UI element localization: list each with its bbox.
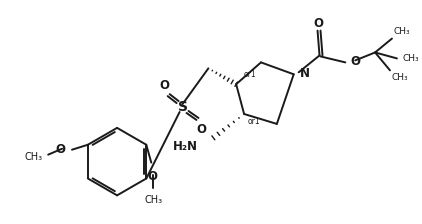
Text: O: O [350,55,360,68]
Text: O: O [314,17,324,30]
Text: or1: or1 [244,70,257,79]
Text: O: O [147,170,157,183]
Text: O: O [196,123,206,136]
Text: CH₃: CH₃ [144,195,162,205]
Text: CH₃: CH₃ [403,54,419,63]
Text: O: O [55,143,65,156]
Text: S: S [178,100,188,114]
Text: CH₃: CH₃ [24,152,42,162]
Text: or1: or1 [248,117,261,126]
Text: O: O [160,79,170,92]
Text: H₂N: H₂N [173,140,197,153]
Text: N: N [300,67,310,80]
Text: CH₃: CH₃ [394,27,411,36]
Text: CH₃: CH₃ [392,73,408,82]
